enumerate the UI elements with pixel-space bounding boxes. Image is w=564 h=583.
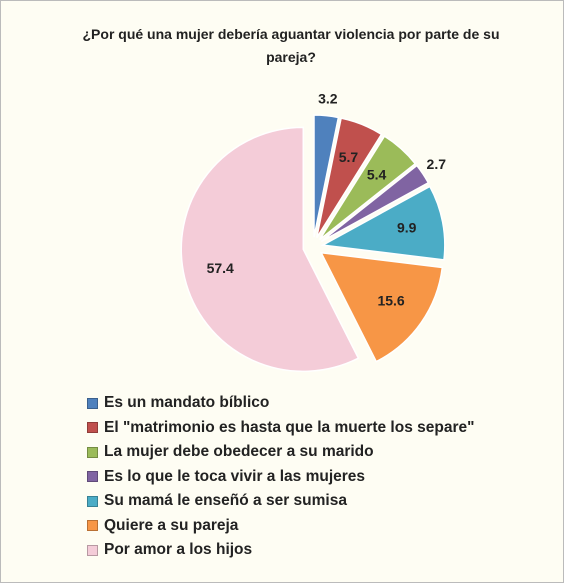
legend-swatch [87,422,98,434]
legend-label: Es lo que le toca vivir a las mujeres [104,467,366,485]
legend-swatch [87,446,98,458]
legend-item: Es lo que le toca vivir a las mujeres [87,465,474,490]
legend-item: El "matrimonio es hasta que la muerte lo… [87,416,474,441]
legend-label: Es un mandato bíblico [104,394,270,412]
legend-label: Su mamá le enseñó a ser sumisa [104,492,347,510]
legend-swatch [87,520,98,532]
legend-item: La mujer debe obedecer a su marido [87,440,474,465]
pie-slice [180,126,360,373]
data-label: 57.4 [207,260,234,276]
legend: Es un mandato bíblico El "matrimonio es h… [87,391,474,563]
legend-item: Su mamá le enseñó a ser sumisa [87,489,474,514]
legend-label: Por amor a los hijos [104,541,253,559]
legend-label: El "matrimonio es hasta que la muerte lo… [104,418,475,436]
data-label: 3.2 [318,90,338,106]
legend-swatch [87,471,98,483]
legend-label: La mujer debe obedecer a su marido [104,443,374,461]
pie-slice [320,164,430,243]
legend-item: Quiere a su pareja [87,514,474,539]
pie-slice [320,185,446,261]
pie-slice [319,251,444,363]
pie-slice [313,114,340,238]
legend-item: Es un mandato bíblico [87,391,474,416]
legend-swatch [87,544,98,556]
legend-swatch [87,397,98,409]
data-label: 15.6 [377,292,404,308]
data-label: 9.9 [397,220,417,236]
data-label: 5.7 [339,149,359,165]
chart-title: ¿Por qué una mujer debería aguantar viol… [82,26,500,65]
data-label: 5.4 [367,167,387,183]
legend-item: Por amor a los hijos [87,538,474,563]
legend-swatch [87,495,98,507]
legend-label: Quiere a su pareja [104,516,239,534]
pie-slice [315,117,383,239]
data-label: 2.7 [427,156,447,172]
pie-slice [319,135,417,241]
